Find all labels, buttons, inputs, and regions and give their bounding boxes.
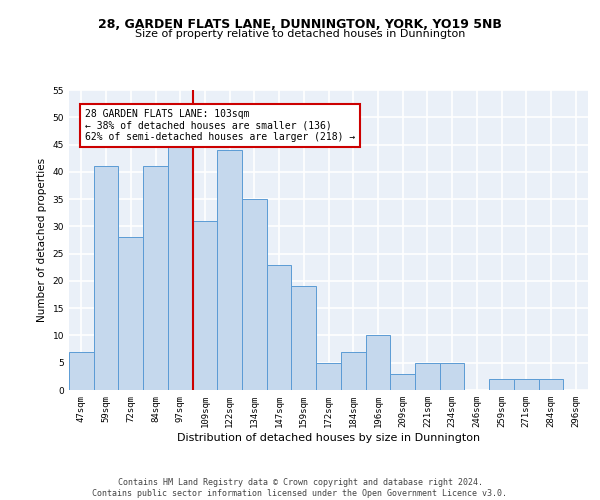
Bar <box>341 352 365 390</box>
Bar <box>143 166 168 390</box>
Bar <box>440 362 464 390</box>
Bar <box>193 221 217 390</box>
Bar <box>365 336 390 390</box>
Text: 28, GARDEN FLATS LANE, DUNNINGTON, YORK, YO19 5NB: 28, GARDEN FLATS LANE, DUNNINGTON, YORK,… <box>98 18 502 30</box>
Bar <box>514 379 539 390</box>
Bar <box>292 286 316 390</box>
Bar <box>242 199 267 390</box>
Bar <box>539 379 563 390</box>
Text: Contains HM Land Registry data © Crown copyright and database right 2024.
Contai: Contains HM Land Registry data © Crown c… <box>92 478 508 498</box>
Bar <box>390 374 415 390</box>
Bar <box>94 166 118 390</box>
Bar <box>168 144 193 390</box>
Bar <box>217 150 242 390</box>
Bar <box>415 362 440 390</box>
Bar <box>489 379 514 390</box>
Text: 28 GARDEN FLATS LANE: 103sqm
← 38% of detached houses are smaller (136)
62% of s: 28 GARDEN FLATS LANE: 103sqm ← 38% of de… <box>85 109 355 142</box>
Y-axis label: Number of detached properties: Number of detached properties <box>37 158 47 322</box>
Bar <box>118 238 143 390</box>
Bar <box>316 362 341 390</box>
X-axis label: Distribution of detached houses by size in Dunnington: Distribution of detached houses by size … <box>177 432 480 442</box>
Bar <box>69 352 94 390</box>
Bar <box>267 264 292 390</box>
Text: Size of property relative to detached houses in Dunnington: Size of property relative to detached ho… <box>135 29 465 39</box>
